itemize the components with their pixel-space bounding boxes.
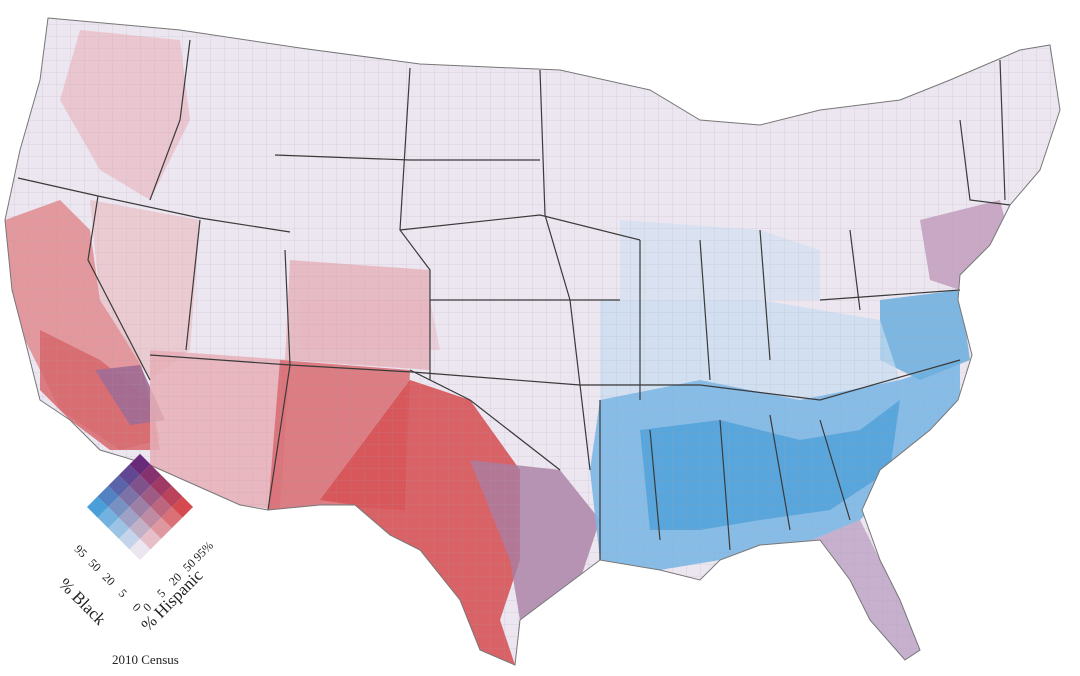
legend-black-tick: 50: [86, 556, 104, 574]
legend-black-tick: 5: [116, 586, 130, 600]
legend-cell: [86, 496, 109, 518]
state-borders: [17, 39, 1011, 560]
legend-hispanic-tick: 95%: [190, 538, 215, 563]
legend-cell: [140, 528, 162, 550]
county-borders: [5, 18, 1060, 665]
legend-cell: [118, 528, 140, 550]
legend-cell: [129, 496, 151, 518]
legend-black-title: % Black: [55, 574, 110, 629]
legend-cell: [171, 496, 194, 518]
legend-cell: [108, 496, 130, 518]
legend-black-tick: 20: [100, 570, 118, 588]
map-caption: 2010 Census: [112, 652, 179, 667]
legend-black-tick: 95: [72, 542, 90, 560]
